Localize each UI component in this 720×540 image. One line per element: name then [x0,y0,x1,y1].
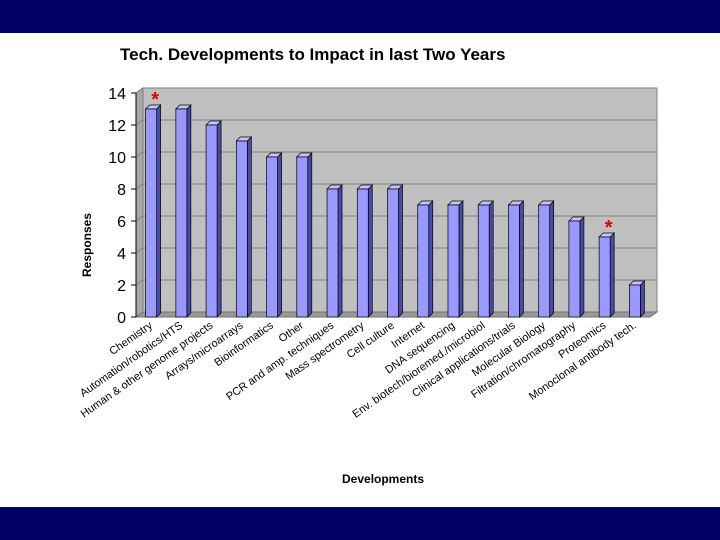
bar-front [145,108,157,318]
gridline-side [135,119,144,126]
bar-side [246,136,252,318]
bar [598,232,615,318]
gridline-side [135,279,144,286]
bar [628,280,646,318]
y-tick-label: 0 [117,310,126,327]
top-banner [0,0,720,33]
bar-front [296,156,309,318]
bar-front [538,204,551,318]
bar [175,104,192,318]
bar [416,200,434,318]
gridline-side [135,151,144,158]
y-tick-label: 4 [117,246,126,263]
y-tick-label: 2 [117,278,126,295]
y-tick-label: 10 [108,150,126,167]
bar-side [579,216,585,318]
bar-side [640,280,645,318]
bar-side [549,200,555,318]
bar-chart: Tech. Developments to Impact in last Two… [78,45,659,486]
bar-front [266,156,278,318]
bottom-banner [0,507,720,540]
gridline-side [135,183,144,190]
y-tick-label: 6 [117,214,126,231]
gridline-side [135,215,144,222]
bar-front [175,108,188,318]
bar [537,200,555,318]
bar-side [609,232,615,318]
bar-side [216,120,222,318]
bar [265,152,283,318]
bar-front [235,140,248,318]
bar-front [356,188,369,318]
bar-front [477,204,490,318]
bar-side [428,200,434,318]
x-axis-title: Developments [342,472,424,486]
bar-side [488,200,494,318]
bar [326,184,343,318]
bar-front [205,124,218,318]
gridline-side [135,247,144,254]
bar-front [447,204,460,318]
y-axis-ticks: 0 2 4 6 8 10 12 14 [108,86,137,327]
y-tick-label: 12 [108,118,126,135]
bar-side [367,184,373,318]
bar [568,216,585,318]
bar-side [186,104,192,318]
bar [507,200,525,318]
bar [447,200,464,318]
bar-side [156,104,161,318]
bar-side [337,184,343,318]
bar-front [508,204,520,318]
annotations: ** [151,89,613,239]
annotation-asterisk: * [605,217,613,239]
bar-side [398,184,403,318]
bar-front [387,188,399,318]
bar [386,184,404,318]
gridline-side [135,87,144,94]
bar-front [326,188,339,318]
bar [235,136,253,318]
y-tick-label: 14 [108,86,126,103]
annotation-asterisk: * [151,89,159,111]
bar [295,152,313,318]
y-tick-label: 8 [117,182,126,199]
y-axis-title: Responses [80,213,94,277]
bar [356,184,374,318]
bar-front [417,204,430,318]
bar-side [458,200,464,318]
bar-side [519,200,524,318]
bar [205,120,222,318]
bar-front [568,220,581,318]
bar-side [307,152,313,318]
bar [144,104,162,318]
bar-side [277,152,282,318]
bar [477,200,495,318]
bar-series [144,104,646,318]
bar-front [629,284,641,318]
bar-front [598,236,611,318]
chart-title: Tech. Developments to Impact in last Two… [120,45,505,64]
